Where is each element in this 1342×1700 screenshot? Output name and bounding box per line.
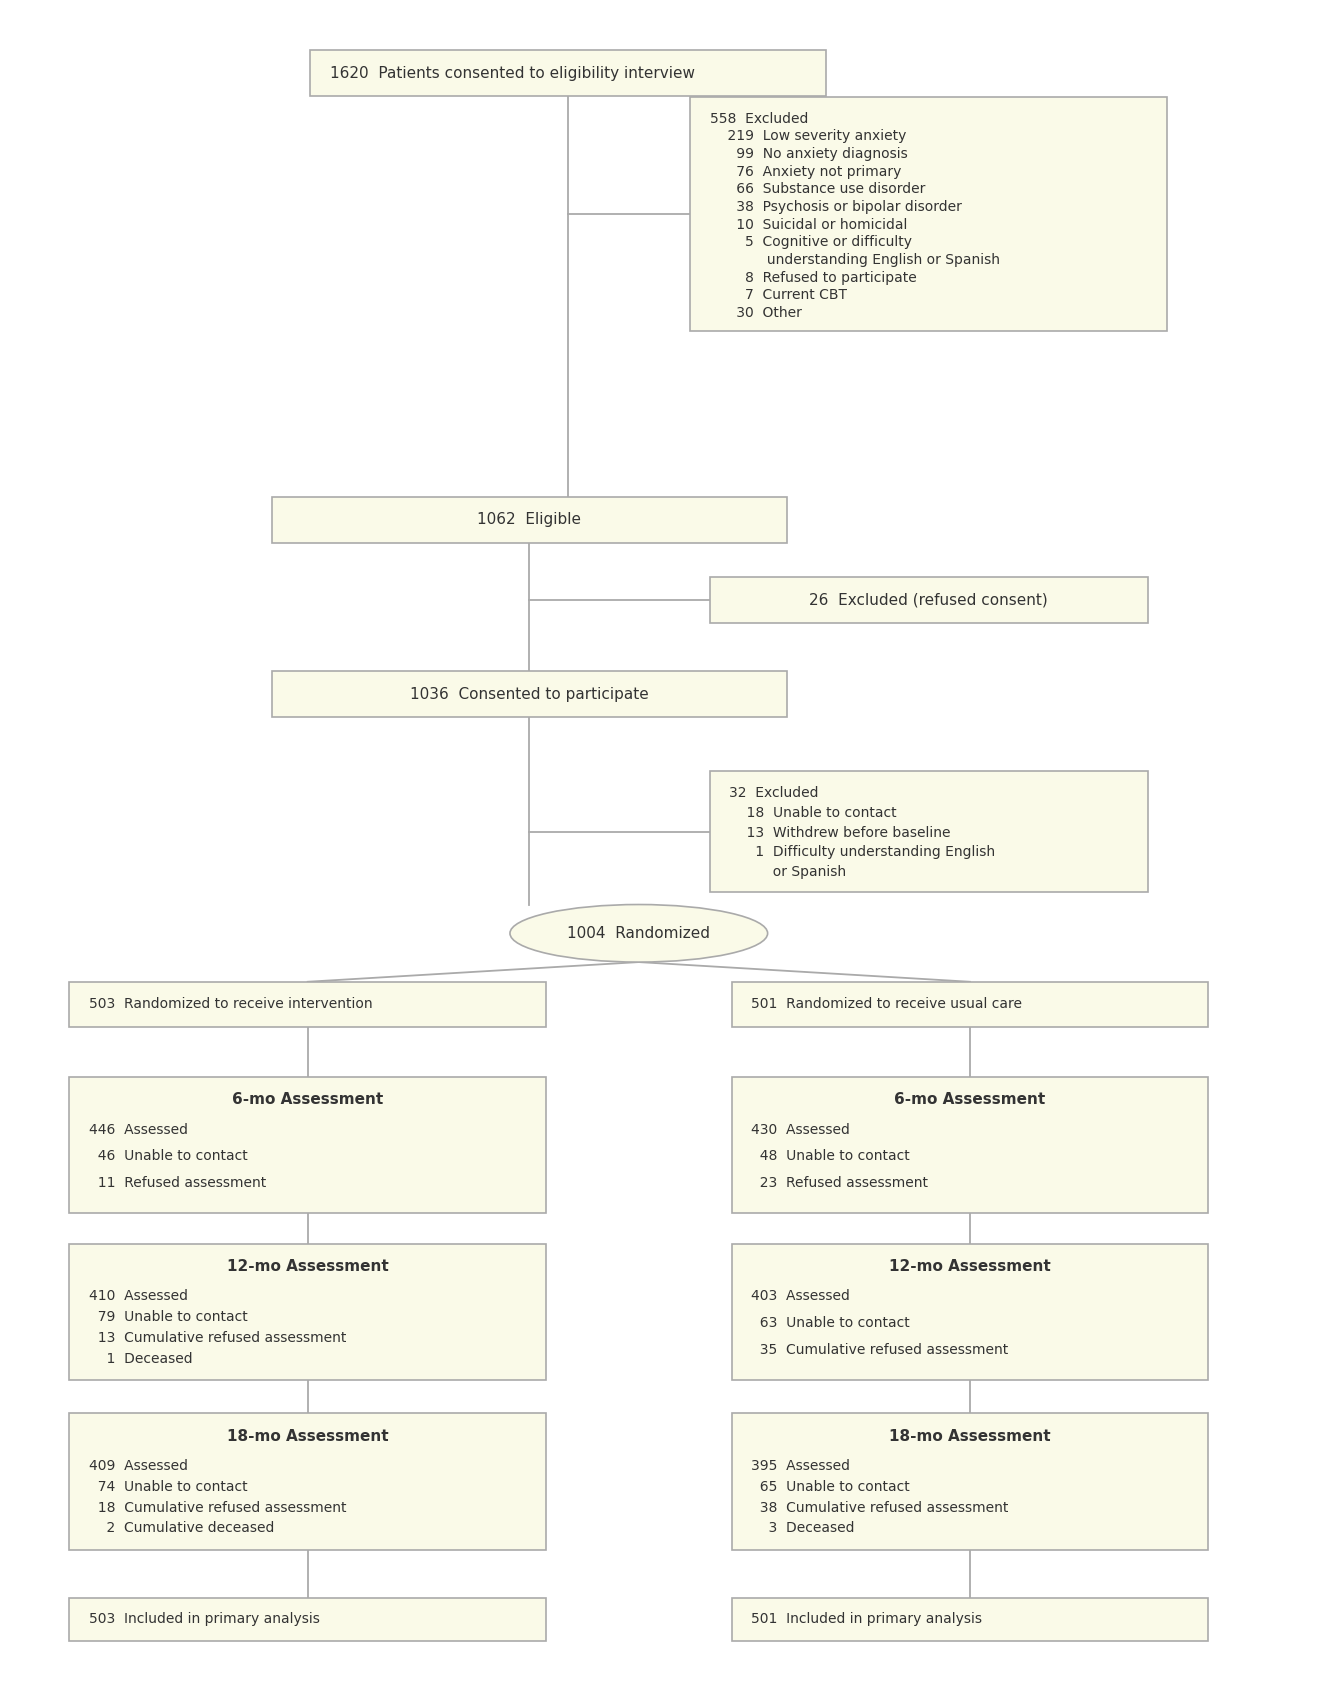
Text: 76  Anxiety not primary: 76 Anxiety not primary (710, 165, 900, 178)
Text: 6-mo Assessment: 6-mo Assessment (894, 1093, 1045, 1107)
Text: 12-mo Assessment: 12-mo Assessment (227, 1260, 389, 1273)
Text: 38  Cumulative refused assessment: 38 Cumulative refused assessment (752, 1501, 1008, 1515)
FancyBboxPatch shape (271, 496, 786, 542)
FancyBboxPatch shape (731, 1078, 1208, 1214)
Text: 395  Assessed: 395 Assessed (752, 1459, 849, 1472)
Text: 503  Included in primary analysis: 503 Included in primary analysis (89, 1612, 319, 1627)
Text: 503  Randomized to receive intervention: 503 Randomized to receive intervention (89, 998, 372, 1012)
Text: 410  Assessed: 410 Assessed (89, 1289, 188, 1304)
Text: 501  Randomized to receive usual care: 501 Randomized to receive usual care (752, 998, 1021, 1012)
Text: 66  Substance use disorder: 66 Substance use disorder (710, 182, 925, 196)
Text: 5  Cognitive or difficulty: 5 Cognitive or difficulty (710, 235, 911, 250)
FancyBboxPatch shape (271, 672, 786, 717)
FancyBboxPatch shape (731, 1598, 1208, 1640)
FancyBboxPatch shape (70, 983, 546, 1027)
Text: 23  Refused assessment: 23 Refused assessment (752, 1176, 927, 1190)
FancyBboxPatch shape (70, 1598, 546, 1640)
Text: understanding English or Spanish: understanding English or Spanish (710, 253, 1000, 267)
Text: 3  Deceased: 3 Deceased (752, 1522, 855, 1535)
FancyBboxPatch shape (731, 1244, 1208, 1380)
Text: 7  Current CBT: 7 Current CBT (710, 289, 847, 303)
Text: 1004  Randomized: 1004 Randomized (568, 927, 710, 940)
FancyBboxPatch shape (70, 1078, 546, 1214)
Text: 99  No anxiety diagnosis: 99 No anxiety diagnosis (710, 146, 907, 162)
Text: 48  Unable to contact: 48 Unable to contact (752, 1149, 910, 1163)
Text: 403  Assessed: 403 Assessed (752, 1289, 849, 1304)
Text: 6-mo Assessment: 6-mo Assessment (232, 1093, 384, 1107)
Text: 74  Unable to contact: 74 Unable to contact (89, 1479, 247, 1494)
Text: 35  Cumulative refused assessment: 35 Cumulative refused assessment (752, 1343, 1008, 1357)
Ellipse shape (510, 904, 768, 962)
FancyBboxPatch shape (70, 1413, 546, 1550)
FancyBboxPatch shape (690, 97, 1168, 332)
FancyBboxPatch shape (731, 1413, 1208, 1550)
Text: 446  Assessed: 446 Assessed (89, 1122, 188, 1137)
Text: 409  Assessed: 409 Assessed (89, 1459, 188, 1472)
Text: 63  Unable to contact: 63 Unable to contact (752, 1316, 910, 1329)
Text: 46  Unable to contact: 46 Unable to contact (89, 1149, 247, 1163)
FancyBboxPatch shape (70, 1244, 546, 1380)
Text: 65  Unable to contact: 65 Unable to contact (752, 1479, 910, 1494)
FancyBboxPatch shape (731, 983, 1208, 1027)
Text: 18-mo Assessment: 18-mo Assessment (227, 1428, 388, 1443)
FancyBboxPatch shape (710, 772, 1147, 893)
Text: 38  Psychosis or bipolar disorder: 38 Psychosis or bipolar disorder (710, 201, 961, 214)
Text: 1036  Consented to participate: 1036 Consented to participate (409, 687, 648, 702)
FancyBboxPatch shape (310, 51, 825, 95)
Text: or Spanish: or Spanish (729, 865, 845, 879)
Text: 219  Low severity anxiety: 219 Low severity anxiety (710, 129, 906, 143)
Text: 18  Unable to contact: 18 Unable to contact (729, 806, 896, 819)
Text: 10  Suicidal or homicidal: 10 Suicidal or homicidal (710, 218, 907, 231)
Text: 2  Cumulative deceased: 2 Cumulative deceased (89, 1522, 274, 1535)
Text: 18-mo Assessment: 18-mo Assessment (890, 1428, 1051, 1443)
Text: 1  Difficulty understanding English: 1 Difficulty understanding English (729, 845, 996, 860)
Text: 430  Assessed: 430 Assessed (752, 1122, 849, 1137)
Text: 501  Included in primary analysis: 501 Included in primary analysis (752, 1612, 982, 1627)
Text: 558  Excluded: 558 Excluded (710, 112, 808, 126)
Text: 30  Other: 30 Other (710, 306, 801, 320)
Text: 1062  Eligible: 1062 Eligible (478, 512, 581, 527)
Text: 13  Cumulative refused assessment: 13 Cumulative refused assessment (89, 1331, 346, 1345)
Text: 8  Refused to participate: 8 Refused to participate (710, 270, 917, 284)
Text: 18  Cumulative refused assessment: 18 Cumulative refused assessment (89, 1501, 346, 1515)
FancyBboxPatch shape (710, 578, 1147, 622)
Text: 1620  Patients consented to eligibility interview: 1620 Patients consented to eligibility i… (330, 66, 695, 80)
Text: 79  Unable to contact: 79 Unable to contact (89, 1311, 247, 1324)
Text: 11  Refused assessment: 11 Refused assessment (89, 1176, 266, 1190)
Text: 32  Excluded: 32 Excluded (729, 787, 819, 801)
Text: 12-mo Assessment: 12-mo Assessment (888, 1260, 1051, 1273)
Text: 1  Deceased: 1 Deceased (89, 1352, 192, 1365)
Text: 13  Withdrew before baseline: 13 Withdrew before baseline (729, 826, 950, 840)
Text: 26  Excluded (refused consent): 26 Excluded (refused consent) (809, 593, 1048, 607)
